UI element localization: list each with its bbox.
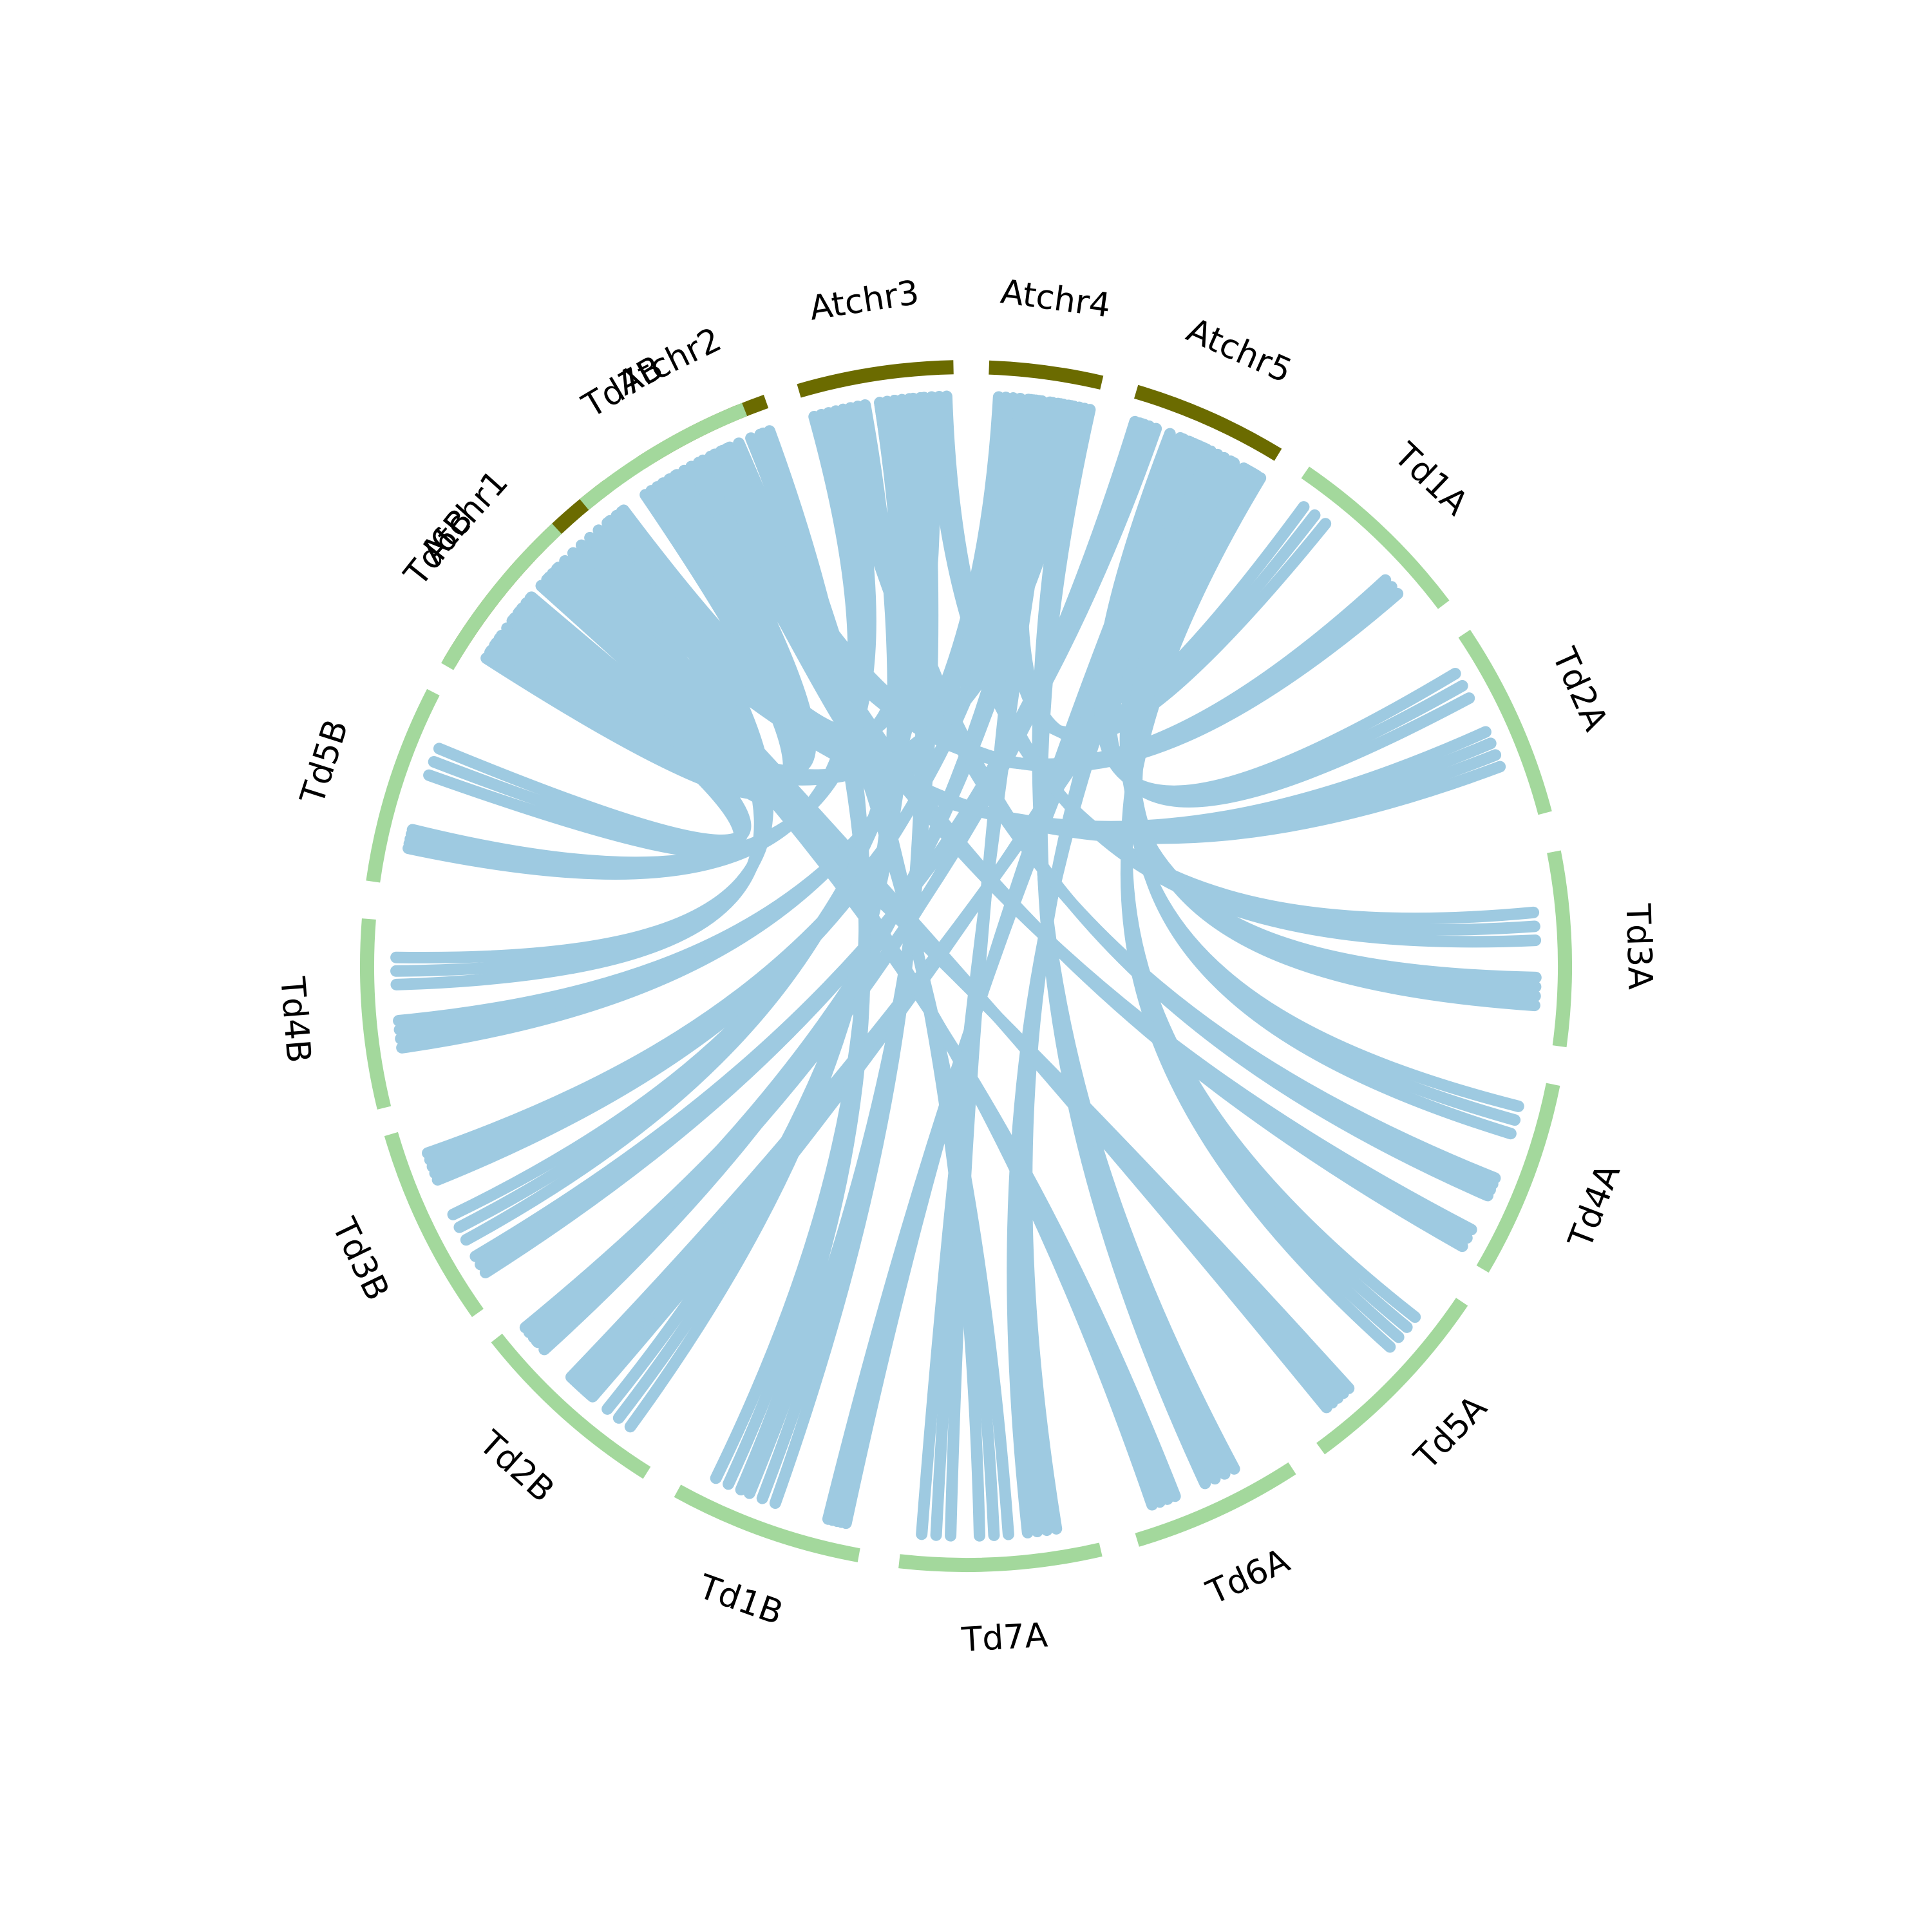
segment-arc-td5a xyxy=(1316,1298,1468,1455)
segment-label-td7b: Td7B xyxy=(576,348,670,426)
segment-arc-td2a xyxy=(1458,629,1552,815)
segment-arc-td7b xyxy=(580,402,748,510)
segment-arc-atchr4 xyxy=(989,360,1104,390)
segment-arc-td7a xyxy=(898,1542,1103,1572)
segment-arc-td5b xyxy=(366,688,440,883)
segment-arc-td4a xyxy=(1476,1083,1560,1273)
link-atchr1-td5b xyxy=(433,597,752,846)
segment-label-td4b: Td4B xyxy=(272,975,318,1065)
link-atchr4-td6b xyxy=(493,401,1085,781)
segment-label-td3a: Td3A xyxy=(1618,902,1660,990)
segment-label-td2b: Td2B xyxy=(471,1423,562,1510)
segment-label-td1a: Td1A xyxy=(1386,435,1475,524)
segment-label-td5a: Td5A xyxy=(1406,1388,1495,1477)
link-layer xyxy=(390,390,1542,1542)
segment-label-td6a: Td6A xyxy=(1200,1541,1296,1613)
segment-arc-td3b xyxy=(384,1132,484,1318)
link-atchr3-td3b xyxy=(447,391,941,1220)
segment-arc-td3a xyxy=(1547,850,1572,1048)
link-atchr1-td6a xyxy=(575,539,1158,1511)
segment-label-td7a: Td7A xyxy=(960,1616,1049,1660)
segment-arc-td6a xyxy=(1135,1462,1296,1547)
segment-arc-atchr3 xyxy=(797,360,954,398)
segment-label-td5b: Td5B xyxy=(293,715,356,809)
link-atchr4-td6a xyxy=(1036,404,1211,1490)
link-atchr5-td5a xyxy=(1120,472,1396,1353)
segment-arc-td1a xyxy=(1301,466,1450,609)
segment-label-td2a: Td2A xyxy=(1544,642,1615,737)
segment-arc-td6b xyxy=(441,523,562,670)
segment-label-atchr4: Atchr4 xyxy=(998,272,1113,325)
link-atchr3-td7b xyxy=(618,394,916,740)
segment-label-atchr3: Atchr3 xyxy=(807,273,922,328)
segment-arc-td1b xyxy=(674,1484,860,1562)
link-atchr5-td4a xyxy=(1130,462,1517,1140)
segment-arc-atchr5 xyxy=(1134,384,1282,461)
segment-label-td4a: Td4A xyxy=(1561,1159,1628,1253)
link-atchr2-td1b xyxy=(710,425,871,1484)
segment-arc-td2b xyxy=(491,1333,651,1479)
segment-label-td3b: Td3B xyxy=(324,1212,397,1307)
segment-arc-td4b xyxy=(360,918,392,1110)
segment-ring xyxy=(360,360,1572,1572)
segment-label-td1b: Td1B xyxy=(693,1567,788,1633)
segment-label-atchr5: Atchr5 xyxy=(1181,311,1298,391)
link-atchr5-td7a xyxy=(1007,445,1217,1539)
